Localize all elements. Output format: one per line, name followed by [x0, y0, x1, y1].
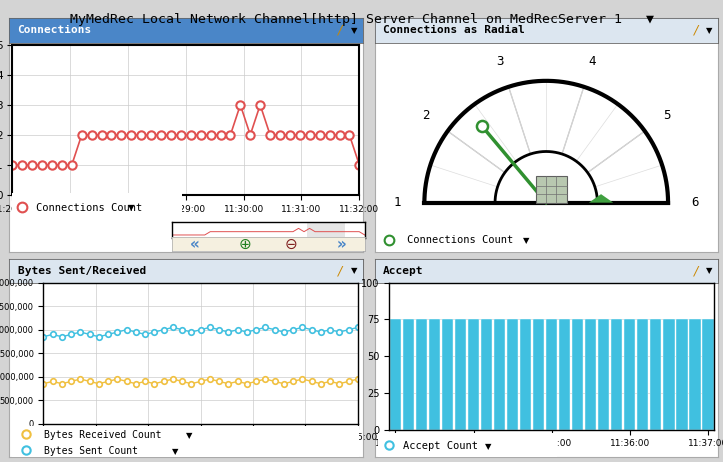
Bar	[559, 320, 570, 430]
Bar	[390, 320, 401, 430]
Text: Accept: Accept	[383, 266, 424, 276]
Bar	[689, 320, 701, 430]
Bar	[702, 320, 714, 430]
Text: Accept Count: Accept Count	[403, 441, 478, 451]
Text: Bytes Sent Count: Bytes Sent Count	[43, 446, 137, 456]
Bar	[481, 320, 492, 430]
Bar	[468, 320, 479, 430]
Bar	[442, 320, 453, 430]
Text: 3: 3	[497, 55, 504, 68]
Text: ▼: ▼	[485, 442, 492, 450]
Text: Bytes Sent/Received: Bytes Sent/Received	[17, 266, 146, 276]
Bar	[598, 320, 609, 430]
Bar	[676, 320, 688, 430]
Text: «: «	[190, 237, 200, 252]
Text: Connections as Radial: Connections as Radial	[383, 25, 525, 36]
Bar	[585, 320, 596, 430]
Text: ⊖: ⊖	[285, 237, 298, 252]
Text: ▼: ▼	[351, 26, 357, 35]
Text: ▼: ▼	[523, 236, 530, 245]
Bar	[611, 320, 623, 430]
Bar	[572, 320, 583, 430]
Bar	[307, 222, 346, 238]
Polygon shape	[589, 194, 613, 203]
Text: 2: 2	[422, 109, 429, 122]
Bar	[455, 320, 466, 430]
Bar	[637, 320, 649, 430]
Text: MyMedRec Local Network Channel[http] Server Channel on MedRecServer 1   ▼: MyMedRec Local Network Channel[http] Ser…	[69, 13, 654, 26]
Text: ▼: ▼	[172, 447, 179, 456]
Text: ▼: ▼	[128, 203, 134, 212]
Bar	[507, 320, 518, 430]
Text: ▼: ▼	[186, 431, 192, 440]
Bar	[429, 320, 440, 430]
Text: 1: 1	[394, 196, 401, 209]
Text: /: /	[693, 24, 698, 37]
Text: »: »	[337, 237, 346, 252]
Bar	[663, 320, 675, 430]
Polygon shape	[536, 176, 567, 203]
Bar	[520, 320, 531, 430]
Text: Connections Count: Connections Count	[36, 203, 142, 213]
Bar	[403, 320, 414, 430]
Text: /: /	[338, 24, 342, 37]
Text: 6: 6	[691, 196, 698, 209]
Text: Bytes Received Count: Bytes Received Count	[43, 431, 161, 440]
Text: 5: 5	[663, 109, 670, 122]
Text: Connections: Connections	[17, 25, 92, 36]
Bar	[494, 320, 505, 430]
Bar	[416, 320, 427, 430]
Text: /: /	[338, 264, 342, 277]
Bar	[546, 320, 557, 430]
Text: ⊕: ⊕	[239, 237, 252, 252]
Text: 4: 4	[589, 55, 596, 68]
Text: /: /	[693, 264, 698, 277]
Text: ▼: ▼	[351, 266, 357, 275]
Bar	[650, 320, 662, 430]
Text: Connections Count: Connections Count	[407, 236, 513, 245]
Bar	[624, 320, 636, 430]
Text: ▼: ▼	[706, 266, 713, 275]
Bar	[533, 320, 544, 430]
Text: ▼: ▼	[706, 26, 713, 35]
